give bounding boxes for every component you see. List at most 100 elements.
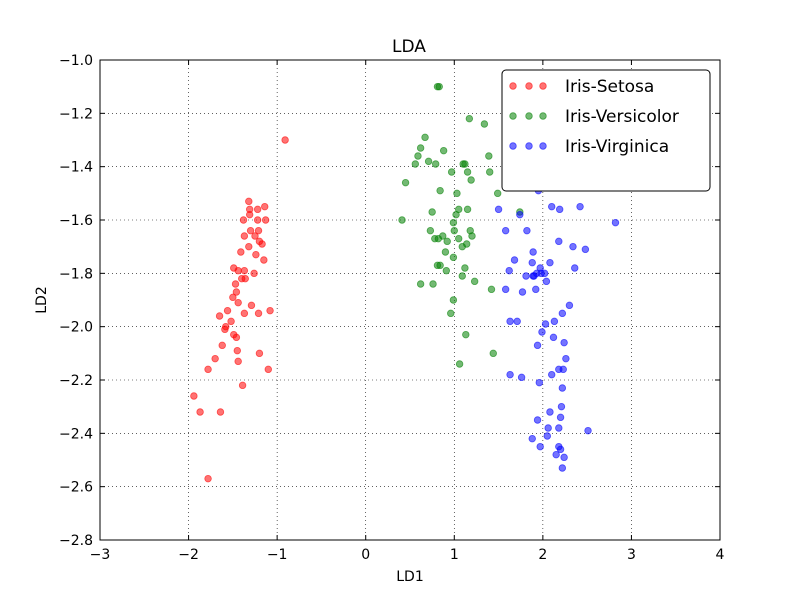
data-point (401, 178, 410, 187)
data-point (510, 256, 519, 264)
data-point (398, 216, 406, 224)
legend-marker (539, 142, 547, 150)
x-axis-title: LD1 (396, 569, 424, 585)
x-tick-label: 1 (450, 547, 459, 563)
data-point (204, 365, 212, 374)
data-point (258, 240, 266, 248)
data-point (506, 370, 514, 379)
legend-label: Iris-Setosa (565, 77, 654, 97)
data-point (449, 253, 458, 262)
data-point (227, 317, 235, 326)
data-point (250, 269, 258, 278)
data-point (584, 426, 592, 435)
data-point (443, 237, 451, 246)
data-point (560, 338, 568, 347)
data-point (558, 384, 567, 392)
data-point (548, 370, 556, 379)
data-point (548, 202, 556, 211)
data-point (557, 402, 566, 411)
data-point (196, 408, 204, 416)
data-point (540, 269, 549, 278)
data-point (435, 82, 443, 91)
data-point (436, 186, 444, 195)
data-point (463, 168, 472, 176)
data-point (431, 160, 440, 168)
data-point (487, 285, 496, 294)
data-point (542, 277, 551, 286)
data-point (546, 258, 554, 267)
legend: Iris-Setosa Iris-Versicolor Iris-Virginica (501, 69, 711, 192)
series-iris-virginica (494, 117, 620, 472)
data-point (416, 280, 425, 288)
x-tick-label: −3 (90, 547, 111, 563)
series-iris-setosa (190, 136, 289, 483)
legend-label: Iris-Versicolor (565, 107, 679, 127)
data-point (433, 261, 442, 270)
data-point (421, 133, 429, 142)
data-point (218, 341, 226, 350)
data-point (468, 232, 476, 240)
legend-label: Iris-Virginica (565, 137, 669, 157)
data-point (414, 152, 422, 160)
data-point (234, 266, 242, 275)
data-point (516, 210, 524, 219)
data-point (486, 168, 494, 176)
data-point (453, 189, 461, 198)
data-point (470, 277, 479, 286)
data-point (239, 216, 248, 224)
data-point (461, 264, 469, 272)
data-point (254, 226, 263, 235)
data-point (493, 189, 502, 198)
data-point (533, 341, 542, 350)
data-point (424, 157, 433, 166)
data-point (255, 349, 264, 358)
data-point (518, 288, 527, 296)
data-point (556, 413, 565, 422)
chart-title: LDA (392, 37, 426, 57)
data-point (211, 354, 219, 363)
data-point (463, 205, 472, 214)
data-point (544, 424, 552, 432)
data-point (560, 453, 568, 462)
x-tick-label: 0 (361, 547, 370, 563)
legend-box (501, 69, 711, 192)
data-point (245, 210, 254, 219)
data-point (558, 464, 567, 472)
data-point (261, 202, 269, 211)
data-point (232, 333, 241, 342)
data-point (555, 237, 563, 246)
data-point (447, 168, 456, 176)
data-point (462, 330, 470, 339)
data-point (240, 266, 249, 275)
data-point (455, 234, 463, 243)
data-point (528, 434, 536, 443)
y-tick-label: −1.2 (59, 106, 93, 122)
data-point (439, 146, 448, 155)
data-point (281, 136, 289, 144)
data-point (528, 258, 536, 267)
plot-frame (99, 59, 721, 541)
data-point (240, 232, 249, 240)
data-point (543, 432, 551, 440)
data-point (245, 242, 253, 251)
data-point (238, 381, 247, 390)
data-point (266, 306, 274, 315)
data-point (442, 266, 451, 275)
data-point (523, 226, 531, 235)
data-point (611, 218, 620, 227)
data-point (494, 205, 503, 214)
data-point (431, 234, 439, 243)
legend-marker (509, 82, 517, 90)
data-point (532, 285, 540, 294)
data-point (536, 442, 544, 451)
data-point (426, 226, 435, 235)
data-point (231, 280, 240, 288)
data-point (246, 226, 255, 235)
data-point (229, 293, 237, 302)
data-point (546, 408, 554, 416)
data-point (245, 197, 253, 206)
data-point (556, 445, 565, 454)
data-point (569, 242, 577, 251)
y-tick-label: −1.0 (59, 53, 93, 69)
data-point (485, 152, 493, 160)
